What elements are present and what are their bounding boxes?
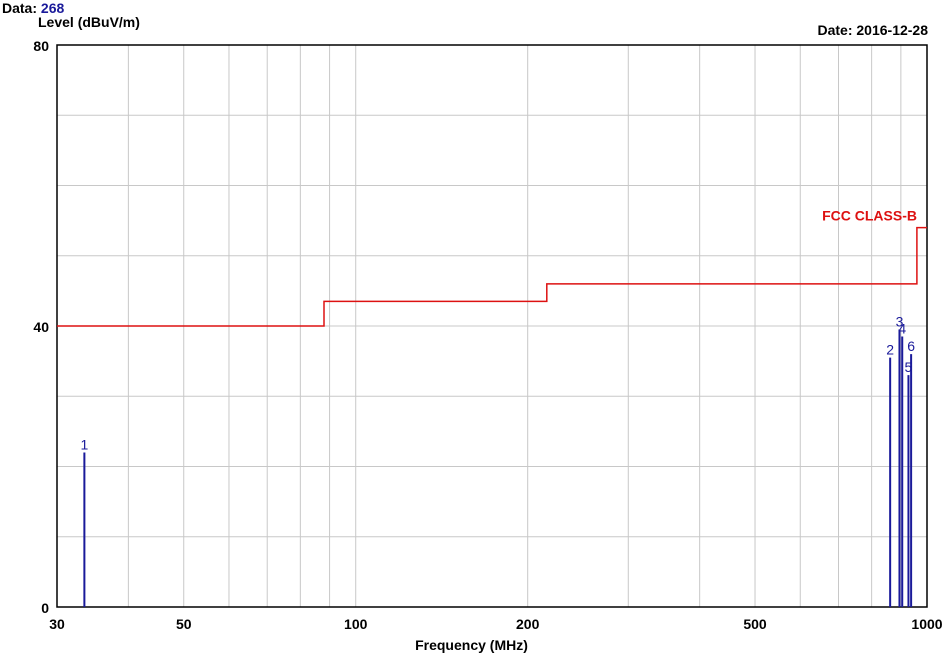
- x-axis-label: Frequency (MHz): [415, 637, 528, 653]
- data-count-label: Data: 268: [2, 0, 64, 16]
- marker-label: 6: [907, 338, 915, 354]
- limit-line-label: FCC CLASS-B: [822, 208, 917, 224]
- marker-label: 5: [905, 359, 913, 375]
- y-tick-label: 80: [33, 38, 49, 54]
- x-tick-label: 500: [743, 616, 767, 632]
- date-label: Date: 2016-12-28: [817, 22, 928, 38]
- y-tick-label: 40: [33, 319, 49, 335]
- marker-label: 4: [898, 321, 906, 337]
- data-count-value: 268: [40, 0, 65, 16]
- x-tick-label: 100: [344, 616, 368, 632]
- marker-label: 1: [80, 436, 88, 452]
- marker-label: 3: [896, 314, 904, 330]
- y-axis-label: Level (dBuV/m): [38, 14, 140, 30]
- y-tick-label: 0: [41, 600, 49, 616]
- marker-label: 2: [886, 342, 894, 358]
- x-tick-label: 30: [49, 616, 65, 632]
- data-label-text: Data:: [2, 0, 41, 16]
- x-tick-label: 1000: [911, 616, 942, 632]
- x-tick-label: 50: [176, 616, 192, 632]
- x-tick-label: 200: [516, 616, 540, 632]
- limit-line: [57, 226, 927, 327]
